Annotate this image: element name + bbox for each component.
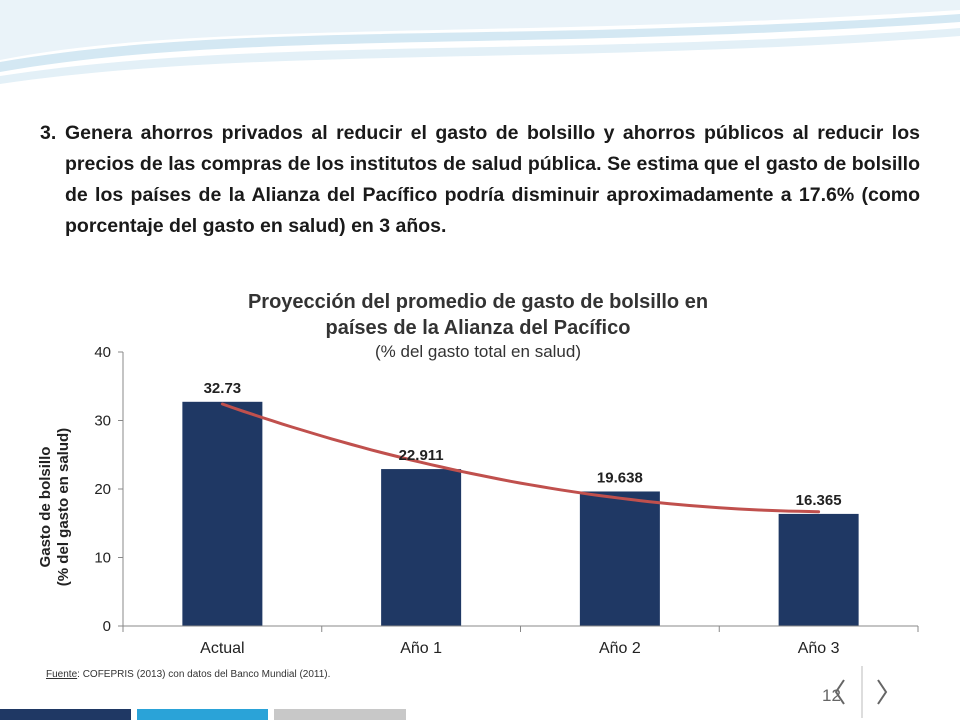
y-axis-label-line1: Gasto de bolsillo bbox=[37, 447, 54, 568]
slide-navigation bbox=[834, 666, 888, 718]
header-wave-decoration bbox=[0, 0, 960, 84]
y-tick-label: 20 bbox=[94, 481, 111, 498]
bar bbox=[182, 401, 263, 626]
x-tick-label: Año 2 bbox=[599, 640, 641, 657]
x-tick-label: Año 3 bbox=[798, 640, 840, 657]
chart-title-line2: países de la Alianza del Pacífico bbox=[326, 317, 631, 339]
bar bbox=[381, 469, 462, 626]
x-tick-label: Actual bbox=[200, 640, 244, 657]
source-note: Fuente: COFEPRIS (2013) con datos del Ba… bbox=[46, 669, 330, 680]
y-tick-label: 10 bbox=[94, 550, 111, 567]
bar-value-label: 32.73 bbox=[204, 380, 242, 397]
y-tick-label: 30 bbox=[94, 413, 111, 430]
bullet-paragraph: 3. Genera ahorros privados al reducir el… bbox=[40, 118, 920, 242]
next-slide-icon[interactable] bbox=[877, 679, 888, 705]
source-label: Fuente bbox=[46, 669, 78, 680]
bar bbox=[778, 513, 859, 626]
y-axis-label-line2: (% del gasto en salud) bbox=[55, 428, 72, 586]
bar-value-label: 22.911 bbox=[399, 447, 444, 464]
bar-chart: Proyección del promedio de gasto de bols… bbox=[37, 291, 919, 657]
bar-value-label: 19.638 bbox=[597, 469, 643, 486]
bar bbox=[579, 491, 660, 626]
bullet-number: 3. bbox=[40, 122, 57, 144]
chart-title-line1: Proyección del promedio de gasto de bols… bbox=[248, 291, 708, 313]
page-number: 12 bbox=[822, 686, 841, 705]
footer-color-bars bbox=[0, 709, 960, 720]
y-tick-label: 40 bbox=[94, 344, 111, 361]
footer-bar-blue bbox=[137, 709, 268, 720]
footer-bar-gray bbox=[274, 709, 406, 720]
source-text: : COFEPRIS (2013) con datos del Banco Mu… bbox=[77, 669, 331, 680]
footer-bar-dark bbox=[0, 709, 131, 720]
bar-value-label: 16.365 bbox=[796, 492, 842, 509]
y-tick-label: 0 bbox=[103, 618, 111, 635]
bullet-text: Genera ahorros privados al reducir el ga… bbox=[65, 122, 920, 237]
chart-subtitle: (% del gasto total en salud) bbox=[375, 342, 581, 361]
trendline bbox=[220, 402, 821, 514]
x-tick-label: Año 1 bbox=[400, 640, 442, 657]
previous-slide-icon[interactable] bbox=[834, 679, 845, 705]
